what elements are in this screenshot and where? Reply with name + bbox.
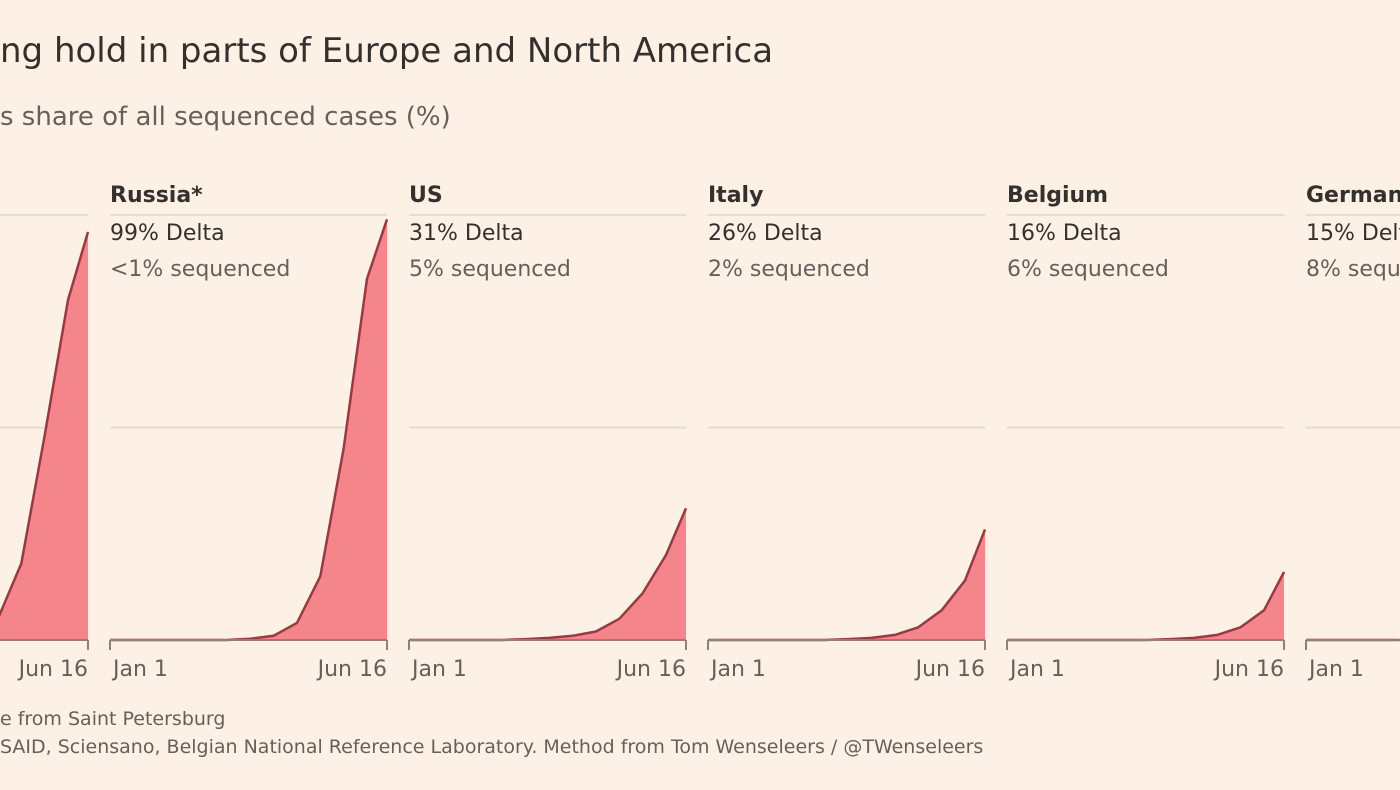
panel-headline: 99% Delta xyxy=(110,221,225,246)
x-tick-label: Jan 1 xyxy=(709,657,766,682)
panel-subline: 2% sequenced xyxy=(708,257,870,282)
area xyxy=(0,232,88,640)
x-tick-label: Jun 16 xyxy=(1213,657,1284,682)
line xyxy=(0,231,90,618)
x-tick-label: Jun 16 xyxy=(17,657,88,682)
panel-subline: 8% seque xyxy=(1306,257,1400,282)
panel-subline: <1% sequenced xyxy=(110,257,290,282)
chart-subtitle: s share of all sequenced cases (%) xyxy=(0,102,451,132)
panel-title: Belgium xyxy=(1007,183,1108,208)
x-tick-label: Jun 16 xyxy=(914,657,985,682)
panel-subline: 6% sequenced xyxy=(1007,257,1169,282)
x-tick-label: Jun 16 xyxy=(316,657,387,682)
panel-headline: 31% Delta xyxy=(409,221,524,246)
x-tick-label: Jun 16 xyxy=(615,657,686,682)
panel-headline: 15% Delt xyxy=(1306,221,1400,246)
panel-title: US xyxy=(409,183,443,208)
panel-headline: 16% Delta xyxy=(1007,221,1122,246)
x-tick-label: Jan 1 xyxy=(111,657,168,682)
panel-title: Russia* xyxy=(110,183,203,208)
x-tick-label: Jan 1 xyxy=(1008,657,1065,682)
panel-headline: 26% Delta xyxy=(708,221,823,246)
area xyxy=(409,508,686,640)
panel-title: German xyxy=(1306,183,1400,208)
panel-title: Italy xyxy=(708,183,763,208)
area xyxy=(110,219,387,641)
chart-title: ng hold in parts of Europe and North Ame… xyxy=(0,31,773,71)
x-tick-label: Jan 1 xyxy=(1307,657,1364,682)
area xyxy=(708,529,985,640)
source: SAID, Sciensano, Belgian National Refere… xyxy=(0,736,983,758)
footnote: e from Saint Petersburg xyxy=(0,708,225,730)
x-tick-label: Jan 1 xyxy=(410,657,467,682)
area xyxy=(1007,572,1284,640)
panel-subline: 5% sequenced xyxy=(409,257,571,282)
